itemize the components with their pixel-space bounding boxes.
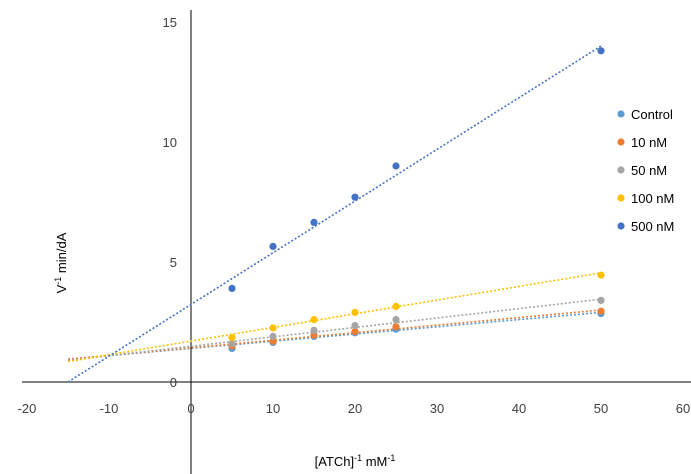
x-tick-label: 20: [348, 401, 362, 416]
legend-marker: [617, 110, 625, 118]
legend-label: 100 nM: [631, 191, 674, 206]
legend-marker: [617, 222, 625, 230]
x-tick-label: 50: [594, 401, 608, 416]
data-point: [392, 323, 400, 331]
tick-labels: -20 -10 0 10 20 30 40 50 60 0 5 10 15: [18, 15, 691, 416]
y-tick-label: 15: [163, 15, 177, 30]
legend-marker: [617, 166, 625, 174]
legend-marker: [617, 194, 625, 202]
x-tick-label: 0: [187, 401, 194, 416]
data-point: [228, 340, 236, 348]
legend-label: 10 nM: [631, 135, 667, 150]
data-point: [310, 326, 318, 334]
data-point: [310, 218, 318, 226]
x-tick-label: 60: [676, 401, 690, 416]
data-point: [269, 242, 277, 250]
legend: Control 10 nM 50 nM 100 nM 500 nM: [617, 107, 674, 234]
y-tick-label: 10: [163, 135, 177, 150]
data-point: [392, 162, 400, 170]
x-tick-label: -20: [18, 401, 37, 416]
y-tick-label: 5: [170, 255, 177, 270]
data-point: [351, 322, 359, 330]
x-tick-label: 40: [512, 401, 526, 416]
data-point: [228, 334, 236, 342]
y-axis-label: V-1 min/dA: [53, 232, 69, 293]
data-point: [597, 307, 605, 315]
data-points: [228, 47, 605, 352]
legend-label: 50 nM: [631, 163, 667, 178]
data-point: [351, 328, 359, 336]
trendlines: [67, 45, 602, 383]
data-point: [310, 316, 318, 324]
x-tick-label: -10: [100, 401, 119, 416]
data-point: [392, 302, 400, 310]
legend-marker: [617, 138, 625, 146]
data-point: [597, 271, 605, 279]
data-point: [228, 284, 236, 292]
data-point: [351, 193, 359, 201]
data-point: [392, 316, 400, 324]
data-point: [597, 296, 605, 304]
data-point: [269, 324, 277, 332]
trendline-2: [67, 298, 602, 362]
legend-label: Control: [631, 107, 673, 122]
legend-label: 500 nM: [631, 219, 674, 234]
x-axis-label: [ATCh]-1 mM-1: [315, 453, 396, 469]
trendline-3: [67, 272, 602, 363]
axes: [22, 10, 691, 474]
data-point: [597, 47, 605, 55]
trendline-4: [67, 45, 602, 383]
data-point: [269, 332, 277, 340]
x-tick-label: 30: [430, 401, 444, 416]
x-tick-label: 10: [266, 401, 280, 416]
y-tick-label: 0: [170, 375, 177, 390]
data-point: [351, 308, 359, 316]
